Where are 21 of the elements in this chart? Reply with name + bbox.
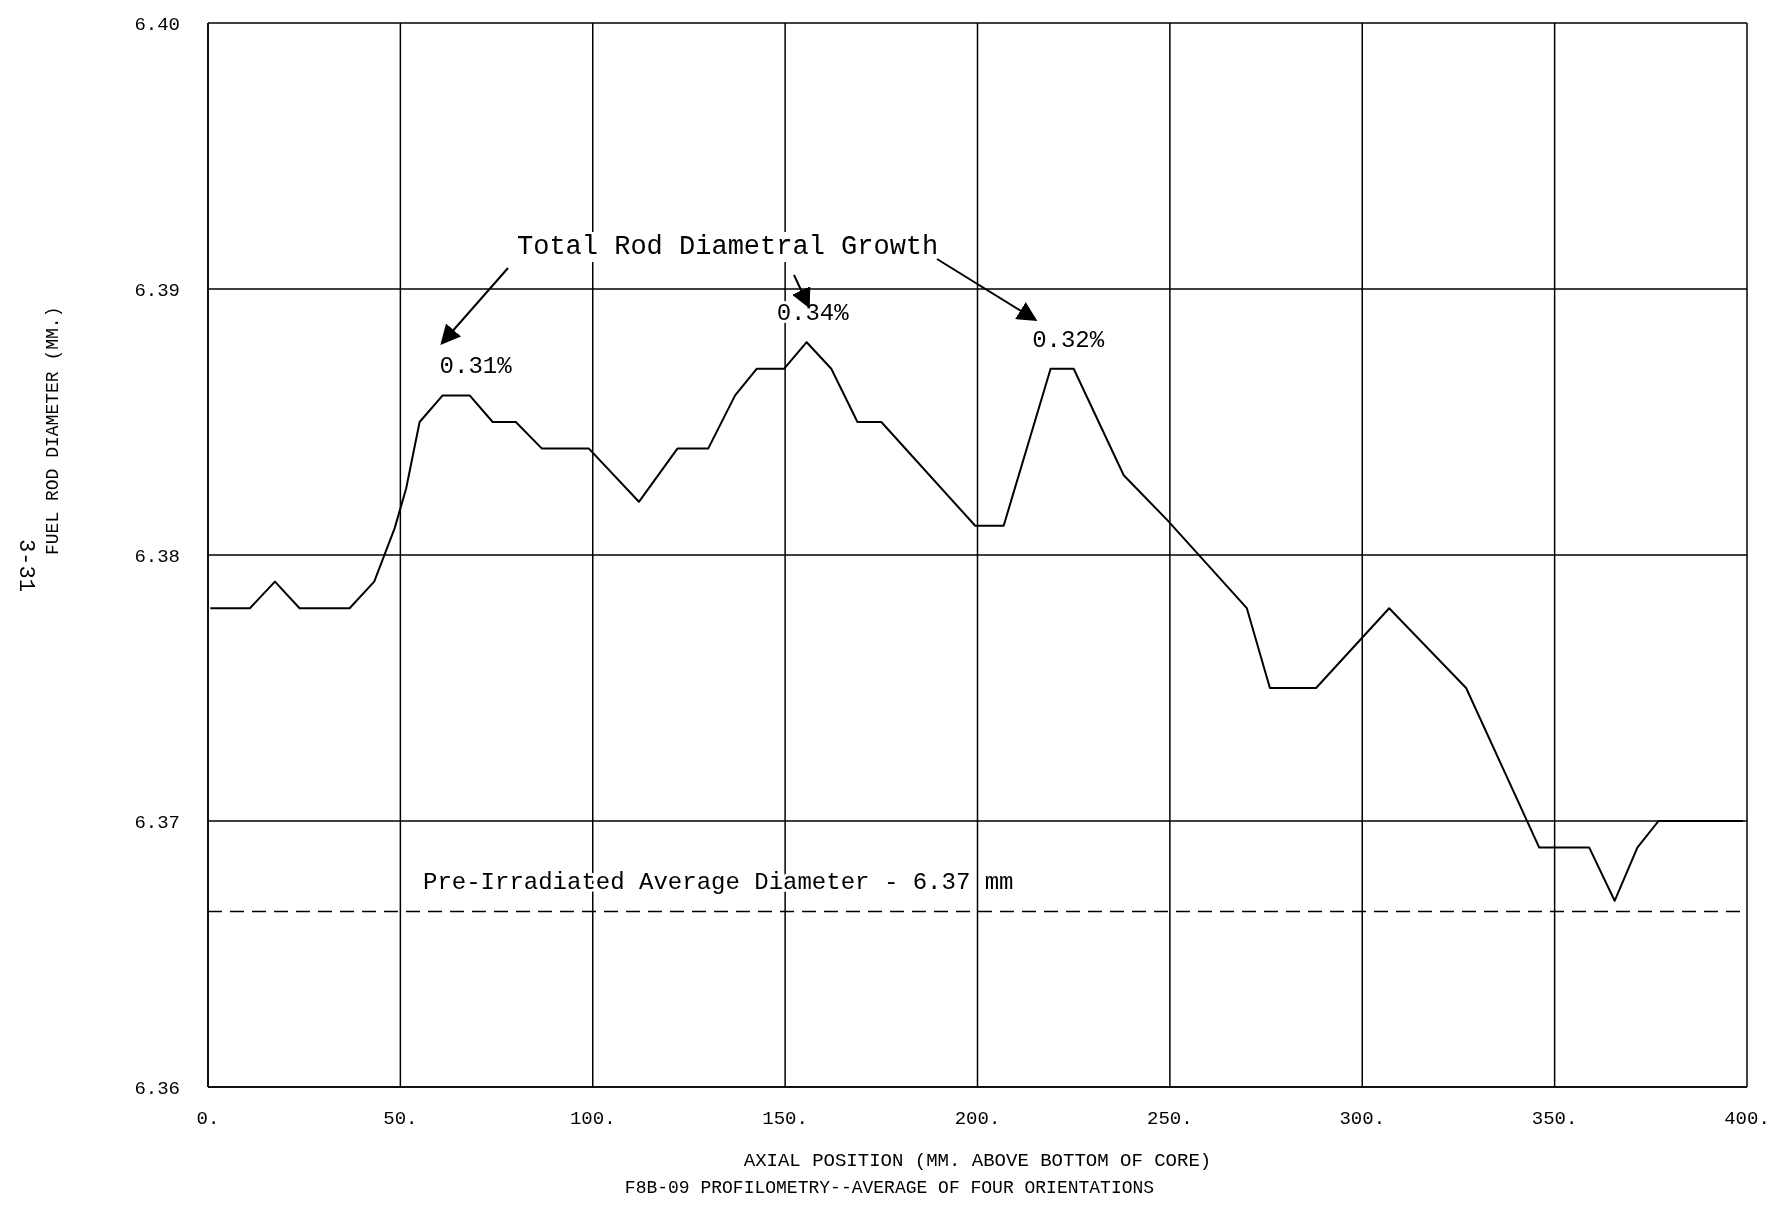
x-tick-label: 400.	[1724, 1108, 1770, 1131]
y-axis-title: FUEL ROD DIAMETER (MM.)	[43, 306, 64, 555]
text: 3-31	[12, 538, 38, 592]
x-tick-label: 50.	[383, 1108, 418, 1131]
x-tick-label: 300.	[1339, 1108, 1386, 1131]
x-axis-title: AXIAL POSITION (MM. ABOVE BOTTOM OF CORE)	[743, 1150, 1212, 1172]
y-tick-label: 6.38	[134, 545, 180, 568]
x-tick-label: 100.	[569, 1108, 616, 1131]
text: F8B-09 PROFILOMETRY--AVERAGE OF FOUR ORIENTATIONS	[623, 1178, 1156, 1198]
y-tick-label: 6.37	[134, 811, 180, 834]
y-tick-label: 6.39	[134, 279, 180, 302]
x-tick-label: 200.	[954, 1108, 1001, 1131]
x-tick-label: 350.	[1531, 1108, 1578, 1131]
x-tick-label: 250.	[1147, 1108, 1193, 1131]
x-tick-label: 0.	[196, 1108, 220, 1131]
x-tick-label: 150.	[762, 1108, 808, 1131]
y-tick-label: 6.40	[134, 13, 180, 36]
y-tick-label: 6.36	[134, 1077, 180, 1100]
annotation: Total Rod Diametral Growth	[517, 232, 939, 262]
annotation: 0.31%	[439, 353, 513, 381]
annotation: 0.32%	[1032, 326, 1105, 354]
